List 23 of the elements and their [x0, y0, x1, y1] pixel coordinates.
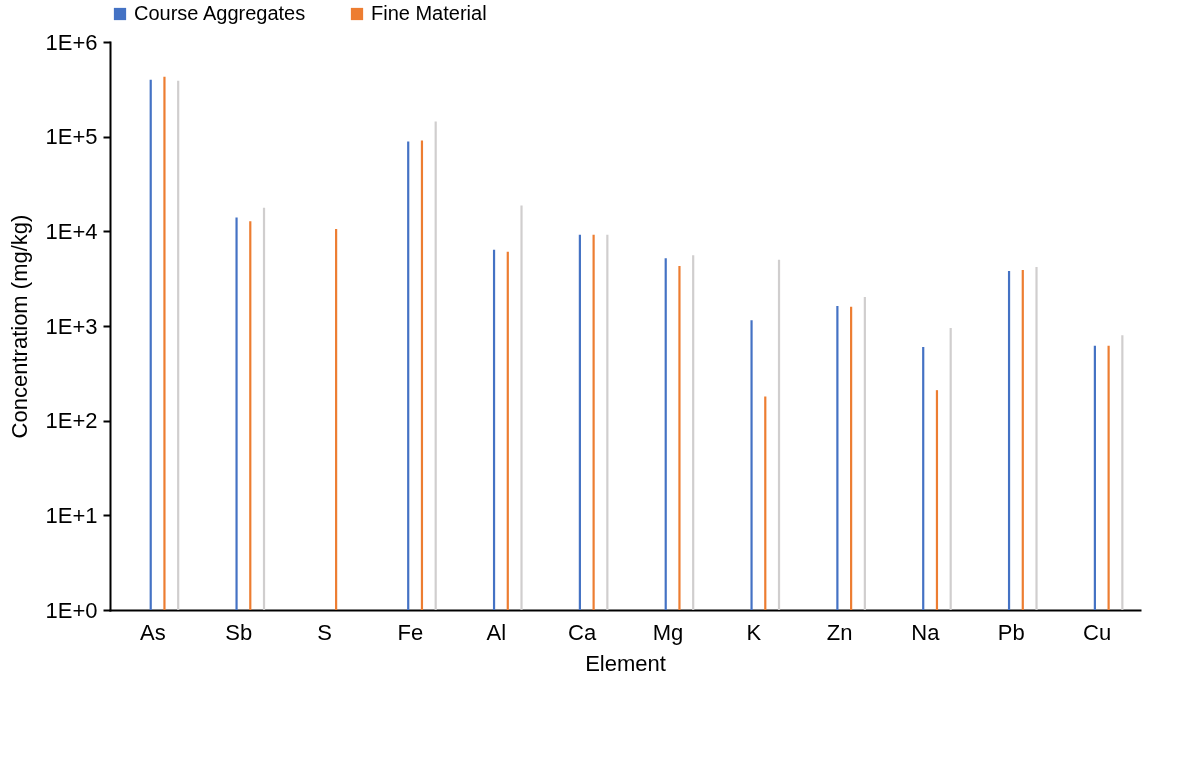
- x-tick-label: K: [746, 619, 762, 645]
- legend-label: Fine Material: [371, 2, 487, 24]
- x-tick-label: Mg: [652, 619, 684, 645]
- x-tick-label: Pb: [997, 619, 1025, 645]
- x-tick-label: S: [317, 619, 332, 645]
- x-tick-label: Al: [486, 619, 507, 645]
- y-tick-label: 1E+0: [45, 597, 98, 623]
- x-tick-label: Fe: [397, 619, 424, 645]
- y-tick-label: 1E+5: [45, 124, 98, 150]
- x-tick-label: Sb: [225, 619, 253, 645]
- x-tick-label: Ca: [568, 619, 597, 645]
- x-tick-label: Na: [911, 619, 941, 645]
- y-tick-label: 1E+4: [45, 218, 98, 244]
- y-tick-label: 1E+2: [45, 408, 98, 434]
- x-tick-label: As: [140, 619, 166, 645]
- x-tick-label: Cu: [1083, 619, 1112, 645]
- y-tick-label: 1E+3: [45, 313, 98, 339]
- x-tick-label: Zn: [826, 619, 853, 645]
- x-axis-title: Element: [585, 650, 666, 676]
- y-tick-label: 1E+1: [45, 502, 98, 528]
- y-axis-title: Concentratiom (mg/kg): [6, 214, 32, 439]
- y-tick-label: 1E+6: [45, 29, 98, 55]
- legend-label: Course Aggregates: [134, 2, 306, 24]
